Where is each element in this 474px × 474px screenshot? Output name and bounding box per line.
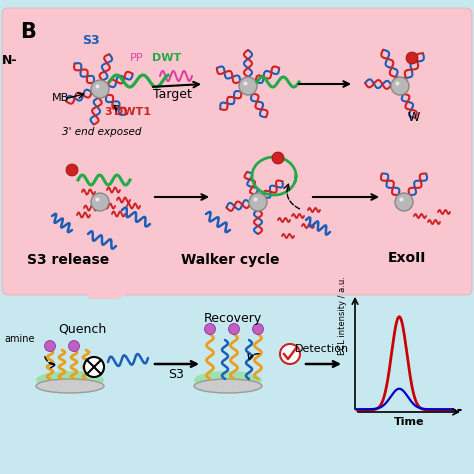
Ellipse shape: [36, 379, 104, 393]
Text: Walker cycle: Walker cycle: [181, 253, 279, 267]
Circle shape: [244, 82, 247, 85]
Text: PP: PP: [130, 53, 144, 63]
Circle shape: [66, 164, 78, 176]
Text: MB: MB: [52, 93, 69, 103]
Circle shape: [204, 323, 216, 335]
Circle shape: [395, 193, 413, 211]
Text: S3: S3: [82, 34, 100, 47]
Ellipse shape: [194, 371, 262, 389]
Text: S3: S3: [168, 368, 184, 381]
Text: W: W: [408, 111, 420, 124]
Circle shape: [280, 344, 300, 364]
Ellipse shape: [194, 379, 262, 393]
Polygon shape: [88, 282, 148, 299]
Circle shape: [400, 198, 403, 201]
Text: Target: Target: [153, 88, 191, 101]
Text: ECL intensity / a.u.: ECL intensity / a.u.: [338, 276, 347, 355]
Text: 3': 3': [104, 107, 115, 117]
Circle shape: [69, 340, 80, 352]
Text: amine: amine: [4, 334, 35, 344]
Circle shape: [228, 323, 239, 335]
Text: N-: N-: [2, 54, 18, 67]
Circle shape: [91, 80, 109, 98]
Ellipse shape: [36, 371, 104, 389]
Circle shape: [91, 193, 109, 211]
Text: DWT1: DWT1: [114, 107, 151, 117]
Text: S3 release: S3 release: [27, 253, 109, 267]
Text: Quench: Quench: [58, 322, 106, 335]
Circle shape: [272, 152, 284, 164]
Text: ExoII: ExoII: [388, 251, 427, 265]
Circle shape: [45, 340, 55, 352]
Circle shape: [84, 357, 104, 377]
Circle shape: [239, 77, 257, 95]
Text: 3' end exposed: 3' end exposed: [62, 127, 142, 137]
Circle shape: [391, 77, 409, 95]
Circle shape: [95, 84, 100, 89]
Text: B: B: [20, 22, 36, 42]
Circle shape: [249, 193, 267, 211]
Circle shape: [406, 52, 418, 64]
Text: DWT: DWT: [152, 53, 181, 63]
FancyBboxPatch shape: [2, 8, 472, 295]
Circle shape: [395, 82, 400, 85]
Circle shape: [254, 198, 257, 201]
Circle shape: [95, 198, 100, 201]
Circle shape: [253, 323, 264, 335]
Text: Detection: Detection: [295, 344, 349, 354]
Text: Time: Time: [394, 417, 424, 427]
Text: Recovery: Recovery: [204, 312, 262, 325]
